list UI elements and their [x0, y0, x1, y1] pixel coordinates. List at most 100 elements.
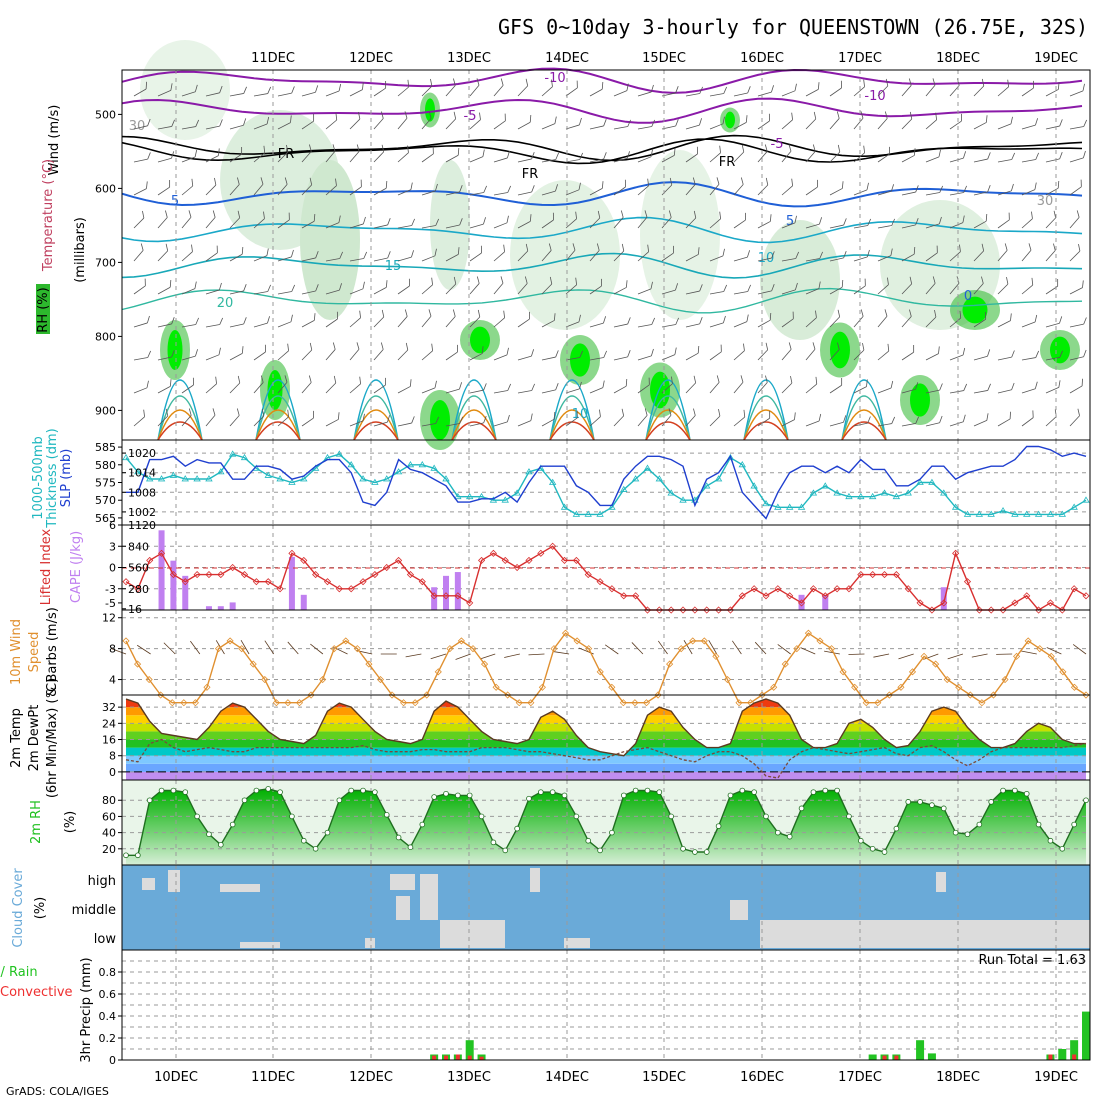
wind-barb — [589, 152, 607, 163]
wind-barb-shaft — [685, 184, 696, 196]
surface-wind-barb — [310, 643, 324, 655]
wind-barb-shaft — [349, 186, 362, 196]
contour-label: 10 — [572, 407, 589, 422]
wind-barb-flag — [191, 178, 194, 187]
wind-barb-flag — [1031, 211, 1033, 219]
wind-barb — [277, 314, 293, 328]
wind-speed-point — [920, 652, 928, 660]
rh2m-point — [336, 797, 343, 804]
wind-barb-shaft — [301, 417, 314, 427]
date-label: 19DEC — [1034, 51, 1078, 66]
thickness-point — [276, 475, 284, 482]
wind-barb-flag — [985, 115, 988, 123]
wind-barb-flag — [142, 210, 145, 219]
wind-barb-flag — [1035, 350, 1040, 358]
wind-barb-flag — [867, 249, 870, 258]
wind-speed-point — [446, 645, 454, 653]
wind-barb-shaft — [589, 188, 603, 196]
wind-barb-flag — [266, 248, 269, 256]
y-tick-label: -3 — [105, 583, 116, 596]
wind-barb-flag — [219, 317, 224, 325]
cloud-level-label: high — [88, 874, 116, 889]
wind-barb-shaft — [541, 159, 556, 163]
temperature-contour — [549, 421, 595, 441]
wind-barb — [637, 210, 648, 229]
wind-barb-flag — [385, 377, 386, 386]
wind-barb — [853, 218, 872, 229]
wind-barb-flag — [291, 86, 295, 94]
wind-barb-shaft — [157, 250, 168, 262]
wind-barb-flag — [673, 148, 676, 156]
wind-speed-point — [342, 637, 350, 645]
wind-barb — [589, 316, 607, 328]
wind-barb-shaft — [253, 152, 265, 163]
wind-barb-flag — [771, 284, 775, 292]
lifted-index-point — [1070, 585, 1078, 593]
wind-barb-flag — [696, 146, 698, 155]
precip-convective-bar — [467, 1055, 472, 1060]
wind-barb-flag — [794, 412, 796, 420]
wind-barb — [901, 416, 919, 427]
wind-barb-shaft — [229, 217, 240, 229]
wind-speed-point — [851, 683, 859, 691]
wind-barb-shaft — [277, 122, 291, 130]
wind-speed-point — [330, 645, 338, 653]
wind-barb-shaft — [709, 415, 721, 427]
wind-barb — [709, 145, 721, 163]
lifted-index-point — [869, 571, 877, 579]
wind-barb — [1021, 277, 1034, 295]
wind-barb-shaft — [421, 118, 432, 130]
wind-barb-flag — [1083, 150, 1086, 159]
thickness-point — [1034, 510, 1043, 517]
wind-barb-shaft — [973, 220, 987, 229]
contour-label: FR — [522, 167, 539, 182]
wind-barb-shaft — [445, 283, 457, 295]
temperature-contour — [451, 409, 497, 441]
wind-barb — [229, 86, 247, 97]
wind-barb-shaft — [157, 356, 172, 361]
wind-barb — [445, 185, 463, 196]
thickness-point — [714, 475, 723, 482]
rh2m-point — [952, 829, 959, 836]
surface-wind-barb — [430, 653, 447, 660]
wind-barb — [157, 408, 169, 427]
lifted-index-point — [833, 585, 841, 593]
wind-barb-flag — [171, 119, 175, 127]
wind-barb — [517, 276, 528, 295]
wind-speed-point — [203, 683, 211, 691]
wind-barb-shaft — [421, 350, 433, 361]
wind-speed-point — [307, 691, 315, 699]
wind-barb-shaft — [613, 323, 628, 328]
wind-barb — [517, 383, 535, 394]
wind-barb-shaft — [277, 321, 292, 328]
wind-barb — [1045, 210, 1057, 229]
wind-barb — [757, 85, 774, 97]
wind-barb-shaft — [301, 382, 312, 394]
wind-barb-flag — [719, 211, 722, 219]
wind-barb — [469, 416, 487, 427]
wind-barb — [277, 284, 296, 295]
wind-barb-flag — [338, 83, 342, 92]
rh2m-point — [229, 821, 236, 828]
wind-barb-flag — [263, 211, 265, 219]
wind-barb-shaft — [805, 288, 820, 295]
wind-barb — [493, 383, 512, 394]
wind-barb — [229, 210, 241, 229]
rh-area — [126, 788, 1086, 865]
wind-barb-shaft — [181, 384, 194, 394]
wind-barb-flag — [985, 213, 988, 222]
wind-barb-shaft — [565, 417, 578, 427]
thickness-point — [833, 489, 841, 496]
wind-barb-flag — [555, 184, 558, 192]
wind-barb-shaft — [877, 284, 889, 295]
wind-barb — [781, 144, 792, 163]
wind-barb-shaft — [853, 189, 868, 196]
rh2m-point — [312, 846, 319, 852]
wind-barb-shaft — [901, 388, 916, 394]
thickness-point — [975, 510, 984, 517]
wind-barb — [205, 376, 217, 394]
rh2m-point — [644, 787, 651, 794]
wind-barb-flag — [194, 84, 198, 92]
wind-barb — [493, 310, 506, 328]
wind-barb-flag — [1059, 119, 1063, 127]
